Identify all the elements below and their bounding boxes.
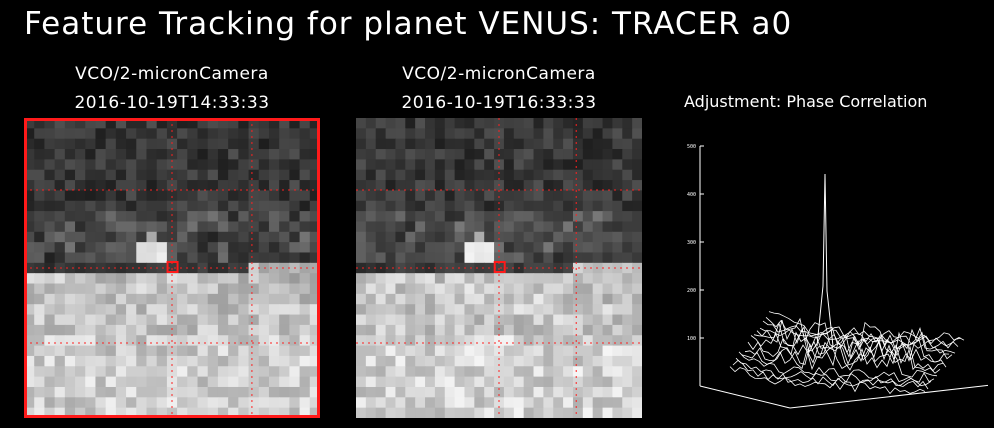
z-tick-label: 500 [687,144,696,150]
phase-correlation-plot: 100 200 300 400 500 [676,116,994,416]
pixel-grid [24,118,320,418]
selection-frame [24,118,320,418]
z-tick-label: 400 [687,192,696,198]
frame2-image[interactable] [356,118,642,418]
z-tick-label: 300 [687,240,696,246]
surface-mesh [729,311,965,395]
frame1-instrument: VCO/2-micronCamera [75,64,269,84]
y-axis [789,384,994,409]
frame2-instrument: VCO/2-micronCamera [402,64,596,84]
z-tick-label: 100 [687,336,696,342]
frame2-image-panel[interactable] [356,118,652,418]
feature-marker [166,261,179,273]
feature-marker [493,261,506,273]
window-title: Feature Tracking for planet VENUS: TRACE… [24,6,793,42]
frame1-image-panel[interactable] [24,118,320,418]
frame1-timestamp: 2016-10-19T14:33:33 [74,93,270,113]
correlation-peak [816,173,834,347]
frame1-image[interactable] [24,118,320,418]
adjustment-label: Adjustment: Phase Correlation [684,92,928,111]
frame2-timestamp: 2016-10-19T16:33:33 [401,93,597,113]
z-tick-label: 200 [687,288,696,294]
x-axis [699,385,791,409]
